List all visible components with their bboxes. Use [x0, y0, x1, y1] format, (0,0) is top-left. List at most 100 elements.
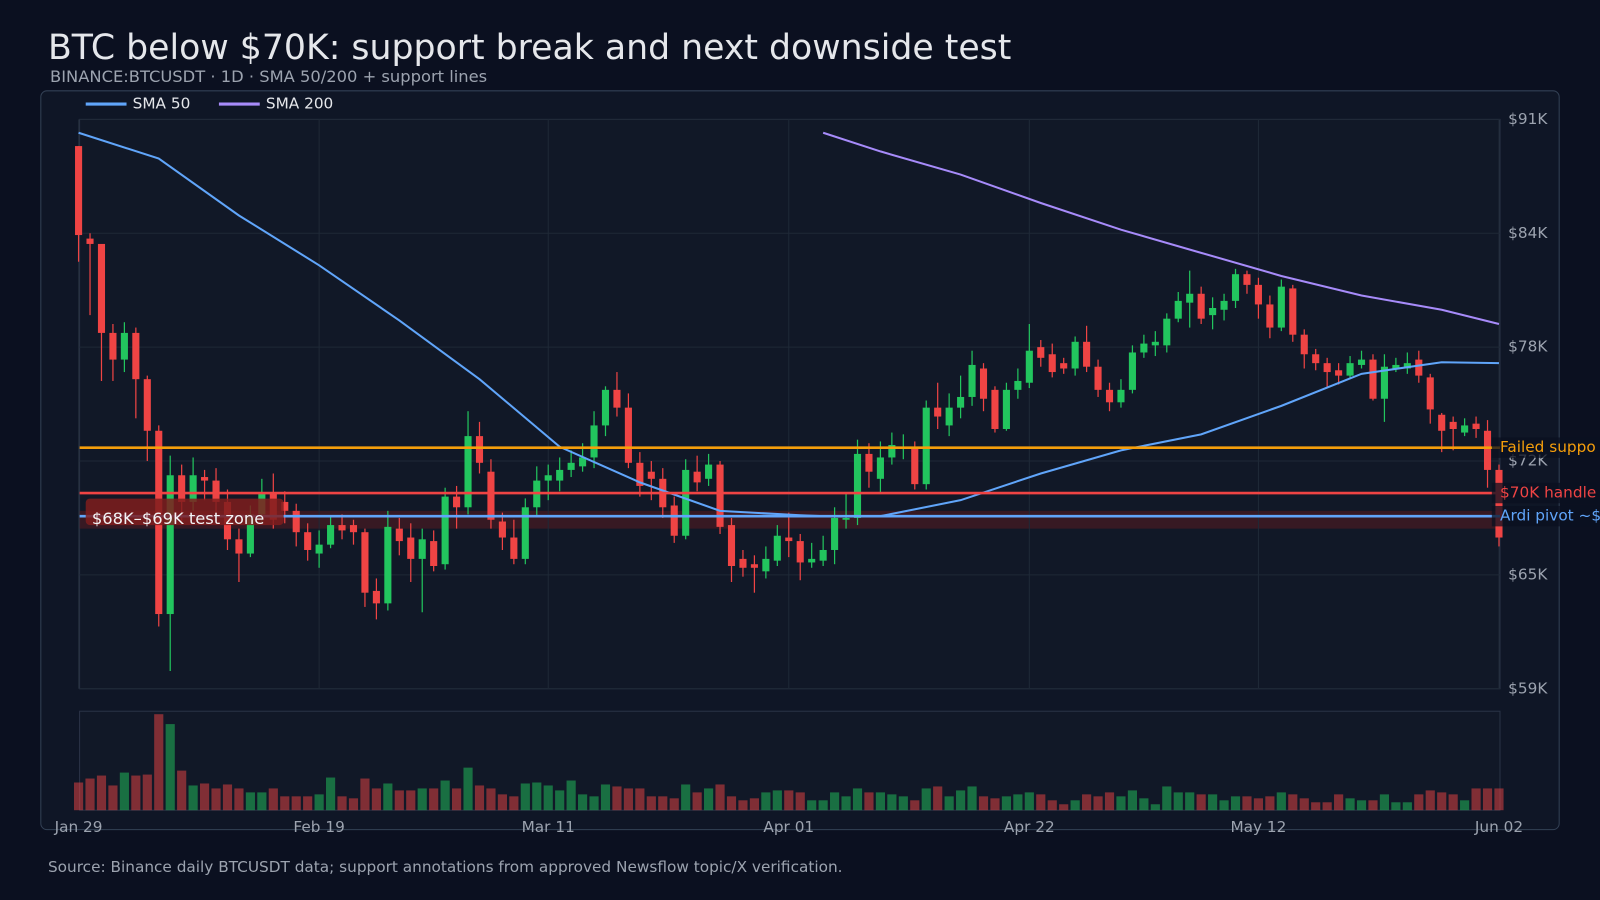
candle-body [1231, 274, 1240, 301]
candle-body [418, 539, 426, 559]
volume-bar [1208, 794, 1218, 811]
y-tick-label: $78K [1508, 338, 1548, 356]
candle-body [1426, 377, 1434, 410]
candle-body [831, 517, 839, 550]
volume-bar [314, 794, 324, 811]
volume-bar [1116, 796, 1126, 811]
candle-body [338, 525, 346, 531]
volume-bar [325, 777, 336, 811]
volume-bar [1311, 802, 1321, 811]
volume-bar [532, 782, 542, 811]
candle-body [1209, 307, 1217, 316]
candle-body [579, 457, 587, 467]
candle-body [1220, 300, 1228, 310]
volume-bar [1162, 786, 1172, 811]
candle-body [968, 364, 976, 397]
volume-bar [291, 796, 301, 811]
candle-body [1060, 363, 1068, 369]
candle-body [1163, 318, 1171, 346]
candle-body [327, 525, 335, 545]
volume-bar [887, 794, 897, 811]
candle-body [1357, 359, 1366, 365]
candle-body [349, 525, 358, 533]
volume-bar [1322, 802, 1332, 811]
volume-bar [956, 790, 966, 811]
volume-bar [1448, 794, 1458, 811]
volume-bar [383, 783, 393, 811]
candle-body [1300, 334, 1308, 355]
level-label: Failed suppo [1500, 438, 1596, 456]
candle-body [292, 510, 300, 533]
level-label: Ardi pivot ~$ [1500, 507, 1600, 525]
volume-bar [1219, 800, 1229, 811]
volume-bar [704, 788, 714, 811]
candle-body [395, 528, 403, 542]
volume-bar [131, 775, 141, 811]
volume-bar [761, 792, 771, 811]
test-zone [79, 510, 1501, 529]
volume-bar [578, 794, 588, 811]
candle-body [670, 505, 678, 536]
volume-bar [1001, 796, 1012, 811]
candle-body [453, 496, 461, 508]
candle-body [132, 332, 140, 380]
candle-body [957, 396, 965, 408]
volume-bar [898, 796, 908, 811]
volume-bar [360, 778, 370, 811]
volume-bar [1024, 792, 1034, 811]
volume-bar [96, 775, 107, 811]
volume-bar [245, 792, 255, 811]
candle-body [246, 514, 254, 554]
volume-bar [303, 796, 313, 811]
volume-bar [1082, 794, 1092, 811]
volume-bar [371, 788, 381, 811]
source-note: Source: Binance daily BTCUSDT data; supp… [48, 858, 843, 876]
level-label: $70K handle [1500, 484, 1596, 502]
level-label-bg [1491, 482, 1600, 504]
volume-bar [978, 796, 989, 811]
volume-bar [337, 796, 347, 811]
x-tick-label: Apr 22 [1004, 818, 1055, 836]
volume-bar [1414, 794, 1424, 811]
candle-body [1277, 286, 1285, 328]
candle-body [796, 541, 804, 563]
candle-body [86, 238, 94, 244]
candle-body [1415, 359, 1423, 376]
zone-label: $68K–$69K test zone [92, 509, 264, 528]
volume-bar [967, 786, 977, 811]
volume-bar [669, 798, 679, 811]
volume-bar [1242, 796, 1252, 811]
volume-bar [429, 788, 439, 811]
candle-body [945, 407, 953, 426]
candle-body [1392, 364, 1400, 369]
volume-bar [1047, 800, 1057, 811]
volume-bar [463, 767, 473, 811]
volume-bar [1104, 792, 1115, 811]
candle-body [498, 521, 506, 538]
candle-body [304, 532, 312, 550]
volume-bar [1402, 802, 1412, 811]
volume-bar [1036, 794, 1046, 811]
volume-bar [234, 788, 244, 811]
candle-body [1495, 469, 1503, 538]
candle-body [727, 525, 736, 567]
volume-bar [600, 784, 611, 811]
candle-body [1117, 389, 1125, 403]
candle-body [1323, 363, 1331, 373]
volume-bar [222, 784, 233, 811]
volume-bar [692, 792, 702, 811]
volume-bar [612, 786, 622, 811]
volume-bar [440, 780, 450, 811]
candle-body [750, 564, 758, 568]
legend-label: SMA 50 [133, 95, 191, 113]
candle-body [808, 558, 816, 563]
volume-bar [910, 800, 920, 811]
volume-bar [1059, 804, 1069, 811]
volume-bar [1093, 796, 1103, 811]
candle-body [613, 389, 621, 408]
candle-body [407, 537, 415, 559]
candle-body [876, 457, 884, 479]
volume-bar [188, 785, 198, 811]
candle-body [1403, 363, 1411, 369]
